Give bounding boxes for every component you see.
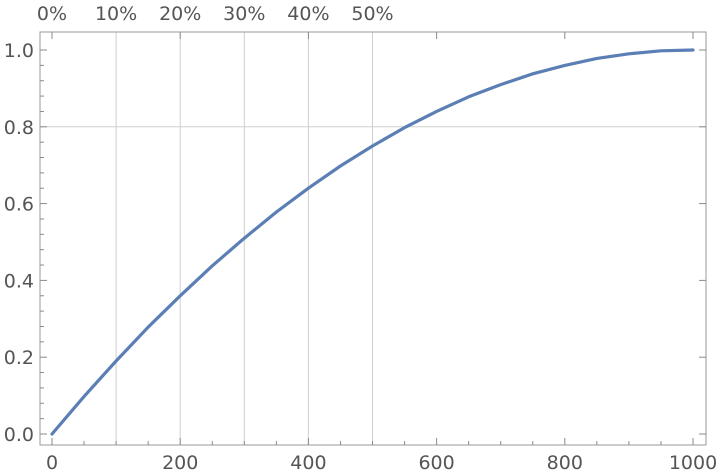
y-tick-label: 0.4 [4,270,34,292]
x-tick-label: 800 [547,452,583,474]
top-percent-label: 30% [223,3,265,25]
x-tick-label: 400 [290,452,326,474]
axis-ticks [40,32,706,445]
y-tick-label: 1.0 [4,40,34,62]
top-percent-label: 50% [351,3,393,25]
top-percent-label: 0% [37,3,67,25]
x-tick-label: 600 [418,452,454,474]
y-tick-label: 0.0 [4,424,34,446]
grid-lines [40,32,706,445]
top-percent-label: 40% [287,3,329,25]
x-tick-label: 1000 [669,452,717,474]
tick-labels: 0 200 400 600 800 1000 0.0 0.2 0.4 0.6 0.8 1.00% 10%… [4,3,717,474]
top-percent-label: 10% [95,3,137,25]
y-tick-label: 0.6 [4,194,34,216]
series-line [50,48,695,436]
top-percent-label: 20% [159,3,201,25]
y-tick-label: 0.2 [4,347,34,369]
x-tick-label: 200 [162,452,198,474]
series-layer [50,48,695,436]
x-tick-label: 0 [46,452,58,474]
y-tick-label: 0.8 [4,117,34,139]
